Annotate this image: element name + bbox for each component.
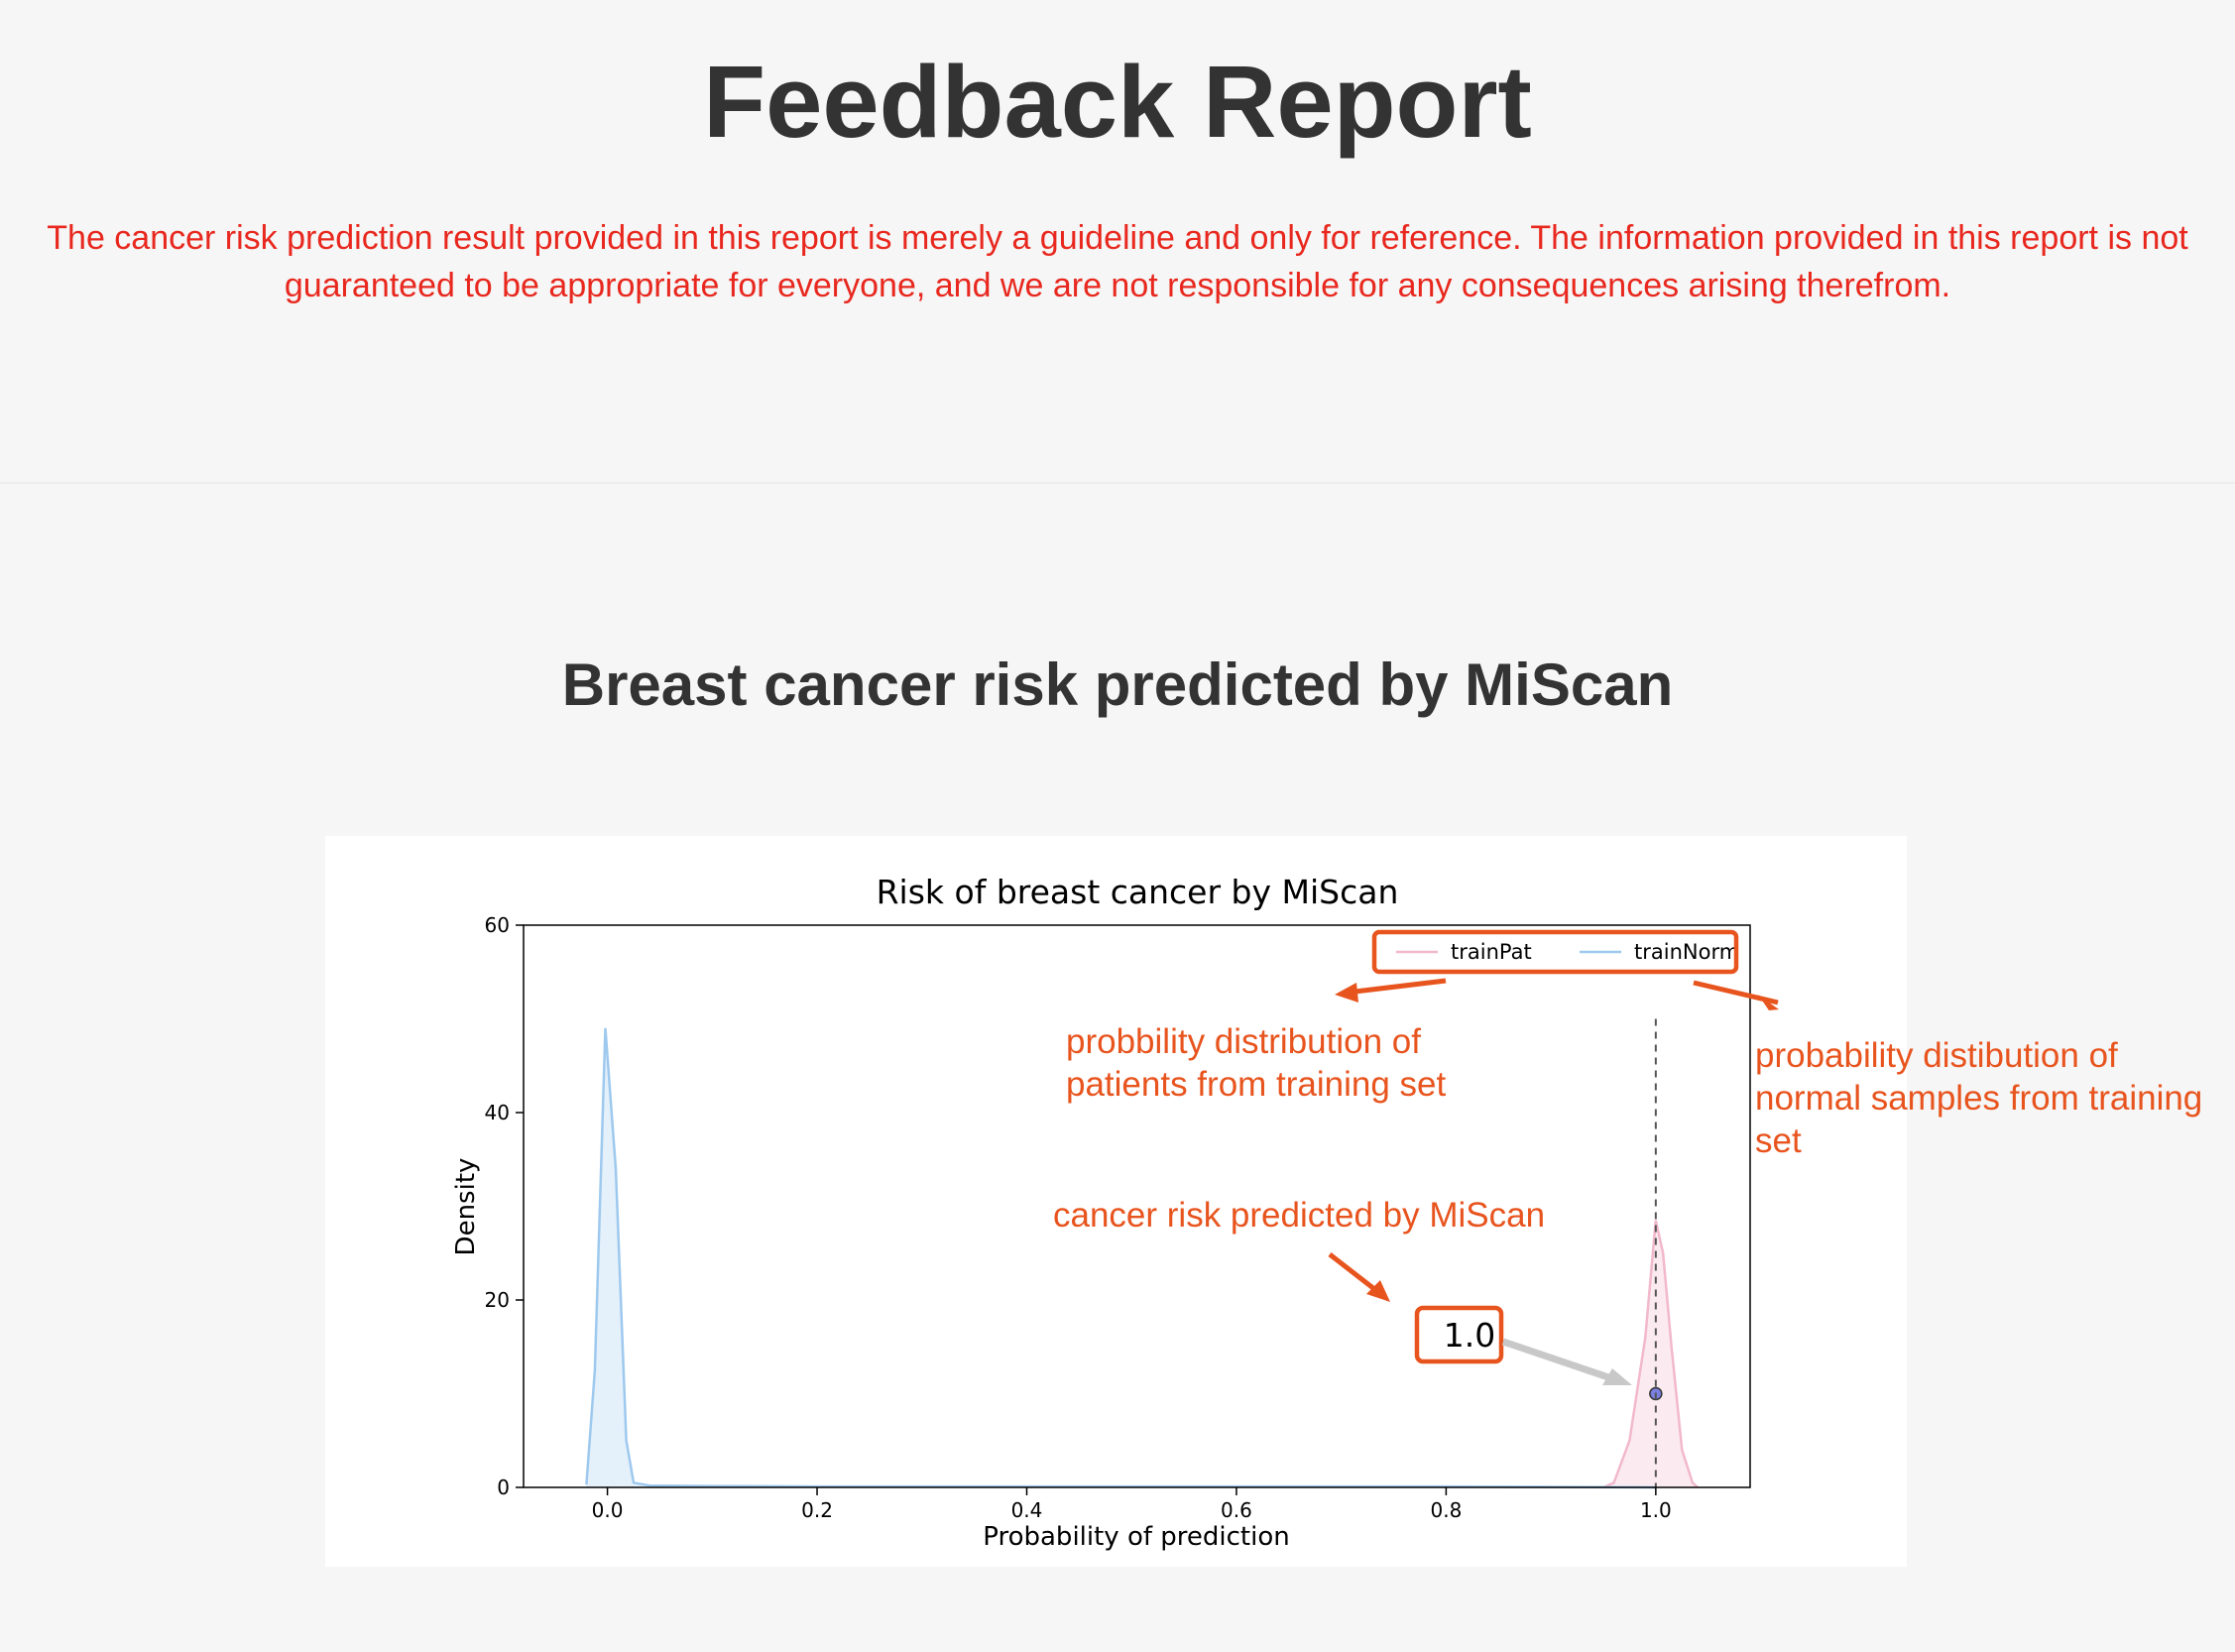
annotation-normal: probability distibution of normal sample…	[1755, 1034, 2202, 1162]
arrow-to-normal	[1693, 980, 1779, 1010]
chart-title: Risk of breast cancer by MiScan	[877, 873, 1399, 911]
y-axis-label: Density	[451, 1158, 481, 1256]
annotation-normal-line2: normal samples from training	[1755, 1079, 2203, 1118]
header-section: Feedback Report The cancer risk predicti…	[0, 0, 2235, 484]
x-axis-label: Probability of prediction	[983, 1522, 1289, 1552]
annotation-patients: probbility distribution of patients from…	[1066, 1020, 1446, 1106]
y-tick-label: 0	[497, 1475, 510, 1499]
disclaimer-text: The cancer risk prediction result provid…	[47, 219, 2188, 304]
risk-chart: Risk of breast cancer by MiScan 0.0 0.2 0.…	[451, 873, 1779, 1552]
y-tick-label: 20	[485, 1288, 510, 1312]
legend-highlight-box	[1371, 929, 1739, 975]
x-tick-label: 0.2	[801, 1498, 833, 1522]
annotation-patients-line1: probbility distribution of	[1066, 1022, 1421, 1061]
density-fill-trainPat	[1603, 1220, 1699, 1487]
annotation-normal-line1: probability distibution of	[1755, 1036, 2118, 1075]
x-tick-label: 0.6	[1221, 1498, 1252, 1522]
plot-frame	[523, 924, 1751, 1488]
arrow-to-value	[1328, 1252, 1390, 1302]
chart-card: Risk of breast cancer by MiScan 0.0 0.2 0.…	[325, 836, 2202, 1567]
x-tick-label: 1.0	[1640, 1498, 1672, 1522]
y-tick-label: 40	[485, 1101, 510, 1124]
x-tick-label: 0.0	[592, 1498, 624, 1522]
x-tick-label: 0.8	[1430, 1498, 1462, 1522]
legend-label-trainPat: trainPat	[1451, 940, 1532, 964]
annotation-normal-line3: set	[1755, 1121, 1802, 1160]
x-tick-label: 0.4	[1011, 1498, 1043, 1522]
density-line-trainNorm	[585, 1027, 1656, 1489]
annotation-risk: cancer risk predicted by MiScan	[1053, 1194, 1545, 1237]
section-title: Breast cancer risk predicted by MiScan	[561, 651, 1674, 718]
arrow-to-patients	[1335, 978, 1447, 1003]
prediction-value-label: 1.0	[1444, 1316, 1495, 1355]
y-tick-label: 60	[485, 913, 510, 937]
gray-arrow	[1501, 1338, 1632, 1385]
legend-label-trainNorm: trainNorm	[1634, 940, 1739, 964]
annotation-patients-line2: patients from training set	[1066, 1065, 1447, 1104]
density-line-trainPat	[1602, 1220, 1699, 1489]
annotation-risk-text: cancer risk predicted by MiScan	[1053, 1196, 1546, 1235]
legend: trainPat trainNorm	[1396, 940, 1739, 964]
value-highlight-box	[1414, 1305, 1504, 1364]
page-title: Feedback Report	[703, 45, 1532, 159]
